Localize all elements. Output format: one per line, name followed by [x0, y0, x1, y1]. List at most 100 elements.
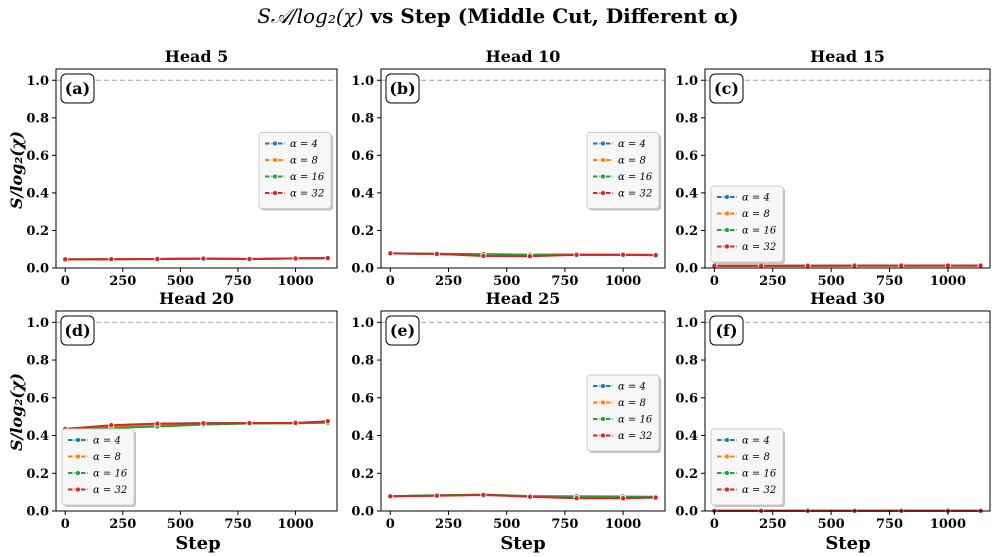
panel-f: Head 30 0 250 500 750 1000 0.0 0.2 0.4 0.6 0.8 1.0 (… [675, 289, 991, 532]
legend-swatch-marker [272, 173, 278, 180]
legend: α = 4 α = 8 α = 16 α = 32 [61, 428, 136, 507]
y-tick-label: 0.2 [26, 224, 49, 239]
legend-label: α = 4 [618, 382, 646, 393]
panel-label: (a) [65, 79, 91, 98]
x-axis-label: Step [175, 533, 220, 554]
x-tick-label: 1000 [277, 274, 313, 289]
data-point [108, 256, 115, 263]
axes-frame [55, 310, 338, 512]
x-tick-label: 500 [493, 274, 520, 289]
legend-swatch-marker [272, 140, 278, 147]
data-point [324, 418, 331, 425]
figure-title-text: vs Step (Middle Cut, Different α) [370, 4, 739, 28]
legend-label: α = 8 [93, 452, 121, 463]
panel-label: (e) [390, 321, 415, 340]
y-tick-label: 0.0 [351, 505, 374, 520]
legend-swatch-marker [272, 190, 278, 196]
data-point [898, 262, 905, 269]
y-tick-label: 0.4 [675, 186, 698, 201]
y-tick-label: 0.0 [351, 262, 374, 277]
legend-swatch-marker [272, 157, 278, 163]
y-axis-label: S/log₂(χ) [7, 131, 26, 209]
legend-label: α = 32 [742, 242, 776, 253]
y-tick-label: 0.4 [675, 429, 698, 444]
data-point [154, 420, 161, 427]
panel-title: Head 15 [810, 47, 885, 66]
y-tick-label: 0.8 [675, 354, 698, 369]
legend-label: α = 16 [742, 226, 777, 237]
legend: α = 4 α = 8 α = 16 α = 32 [710, 185, 785, 264]
y-tick-label: 1.0 [351, 316, 374, 331]
legend: α = 4 α = 8 α = 16 α = 32 [586, 132, 661, 211]
y-tick-label: 1.0 [351, 74, 374, 89]
data-point [433, 492, 440, 499]
y-tick-label: 0.2 [26, 467, 49, 482]
x-tick-label: 750 [551, 517, 578, 532]
panel-e: Head 25 0 250 500 750 1000 0.0 0.2 0.4 0.6 0.8 1.0 (… [351, 289, 666, 532]
x-tick-label: 500 [167, 274, 194, 289]
legend-box [586, 132, 660, 209]
legend-swatch-marker [724, 227, 730, 233]
x-tick-label: 500 [493, 517, 520, 532]
data-point [246, 255, 253, 262]
x-tick-label: 750 [876, 274, 903, 289]
panel-c: Head 15 0 250 500 750 1000 0.0 0.2 0.4 0.6 0.8 1.0 (… [675, 47, 991, 289]
y-tick-label: 0.4 [351, 186, 374, 201]
data-point [62, 256, 69, 263]
legend: α = 4 α = 8 α = 16 α = 32 [710, 428, 785, 507]
legend-label: α = 16 [290, 172, 325, 183]
axes-frame [380, 68, 666, 269]
legend-swatch-marker [600, 399, 606, 406]
panel-title: Head 10 [486, 47, 561, 66]
data-point [573, 251, 580, 258]
x-tick-label: 1000 [930, 274, 966, 289]
data-point [154, 255, 161, 262]
legend-swatch-marker [75, 453, 81, 460]
y-tick-label: 0.6 [26, 391, 49, 406]
y-tick-label: 0.6 [675, 149, 698, 164]
data-point [200, 255, 207, 262]
panel-label-box [60, 73, 95, 104]
legend-label: α = 4 [742, 193, 770, 204]
legend-swatch-marker [75, 437, 81, 443]
data-point [526, 253, 533, 260]
series-line-alpha-32 [65, 257, 328, 261]
data-point [292, 255, 299, 262]
legend-box [61, 428, 135, 506]
legend-label: α = 4 [93, 436, 121, 447]
y-tick-label: 0.8 [351, 354, 374, 369]
panel-title: Head 5 [165, 47, 229, 66]
data-point [944, 262, 951, 269]
legend-swatch-marker [600, 416, 606, 422]
panel-label-box [385, 315, 420, 346]
axes-frame [380, 310, 666, 512]
legend-label: α = 8 [618, 156, 646, 167]
data-point [387, 493, 394, 500]
x-tick-label: 250 [435, 274, 462, 289]
legend-label: α = 32 [290, 189, 324, 200]
panel-label: (f) [715, 321, 737, 340]
y-tick-label: 0.6 [675, 391, 698, 406]
legend-label: α = 8 [742, 452, 770, 463]
axes-frame [55, 68, 338, 269]
legend-swatch-marker [600, 140, 606, 147]
panel-title: Head 25 [486, 289, 561, 308]
y-tick-label: 1.0 [675, 316, 698, 331]
y-tick-label: 0.2 [675, 467, 698, 482]
x-tick-label: 0 [61, 517, 70, 532]
panel-title: Head 20 [159, 289, 234, 308]
y-tick-label: 0.8 [26, 354, 49, 369]
legend-box [710, 185, 784, 263]
legend-swatch-marker [600, 157, 606, 163]
legend: α = 4 α = 8 α = 16 α = 32 [258, 132, 333, 211]
y-tick-label: 0.0 [675, 262, 698, 277]
axes-frame [704, 310, 991, 512]
x-tick-label: 250 [759, 517, 786, 532]
data-point [620, 495, 627, 502]
x-tick-label: 0 [710, 274, 719, 289]
legend-swatch-marker [600, 190, 606, 196]
panel-label: (b) [389, 79, 415, 98]
legend-box [586, 374, 660, 452]
y-tick-label: 1.0 [26, 316, 49, 331]
